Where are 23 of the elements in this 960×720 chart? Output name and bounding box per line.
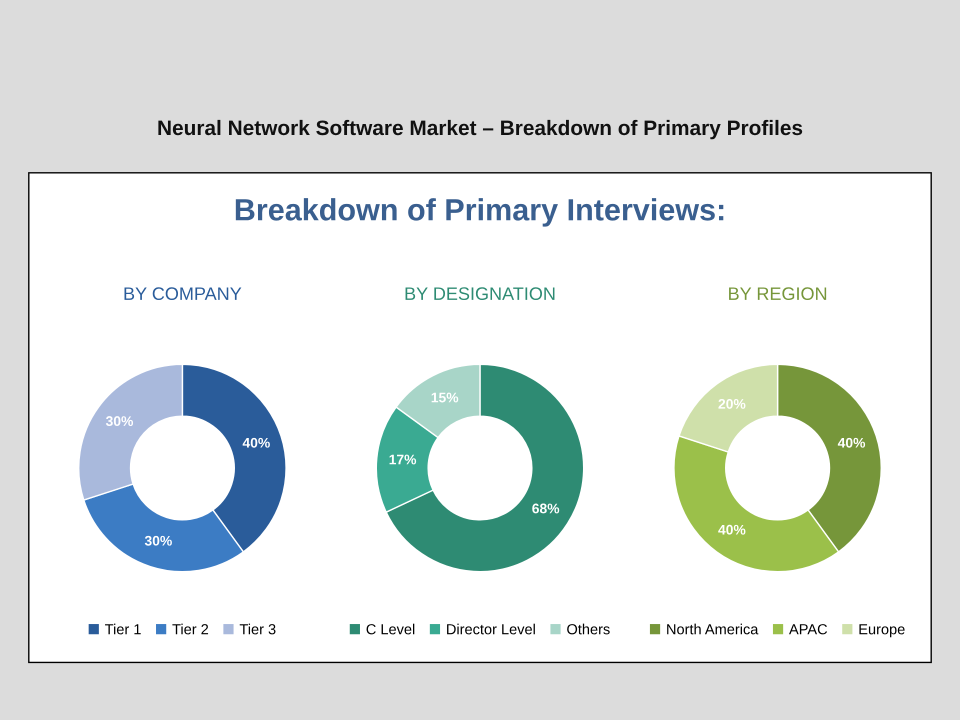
legend-label: Others <box>567 624 610 634</box>
legend-label: Europe <box>859 624 905 638</box>
legend-label: APAC <box>789 624 828 634</box>
data-label: 15% <box>432 392 458 402</box>
legend-label: Tier 1 <box>105 624 141 634</box>
data-label: 40% <box>838 438 866 448</box>
text: Neural Network Software Market – Breakdown of Primary Profiles <box>158 120 802 140</box>
chart-title: BY COMPANY <box>124 287 242 300</box>
legend-label: C Level <box>366 624 414 634</box>
data-label: 68% <box>532 504 560 514</box>
legend-label: Tier 2 <box>172 624 208 634</box>
data-label: 40% <box>718 524 746 535</box>
data-label: 20% <box>718 398 746 409</box>
text: Breakdown of Primary Interviews: <box>236 198 724 227</box>
chart-title: BY REGION <box>729 287 826 300</box>
data-label: 30% <box>144 536 172 546</box>
chart-title: BY DESIGNATION <box>406 287 554 300</box>
data-label: 17% <box>390 454 416 464</box>
legend-label: Tier 3 <box>240 624 276 634</box>
data-label: 30% <box>106 416 134 426</box>
data-label: 40% <box>242 438 270 448</box>
legend-label: North America <box>667 624 758 634</box>
legend-label: Director Level <box>447 624 535 634</box>
